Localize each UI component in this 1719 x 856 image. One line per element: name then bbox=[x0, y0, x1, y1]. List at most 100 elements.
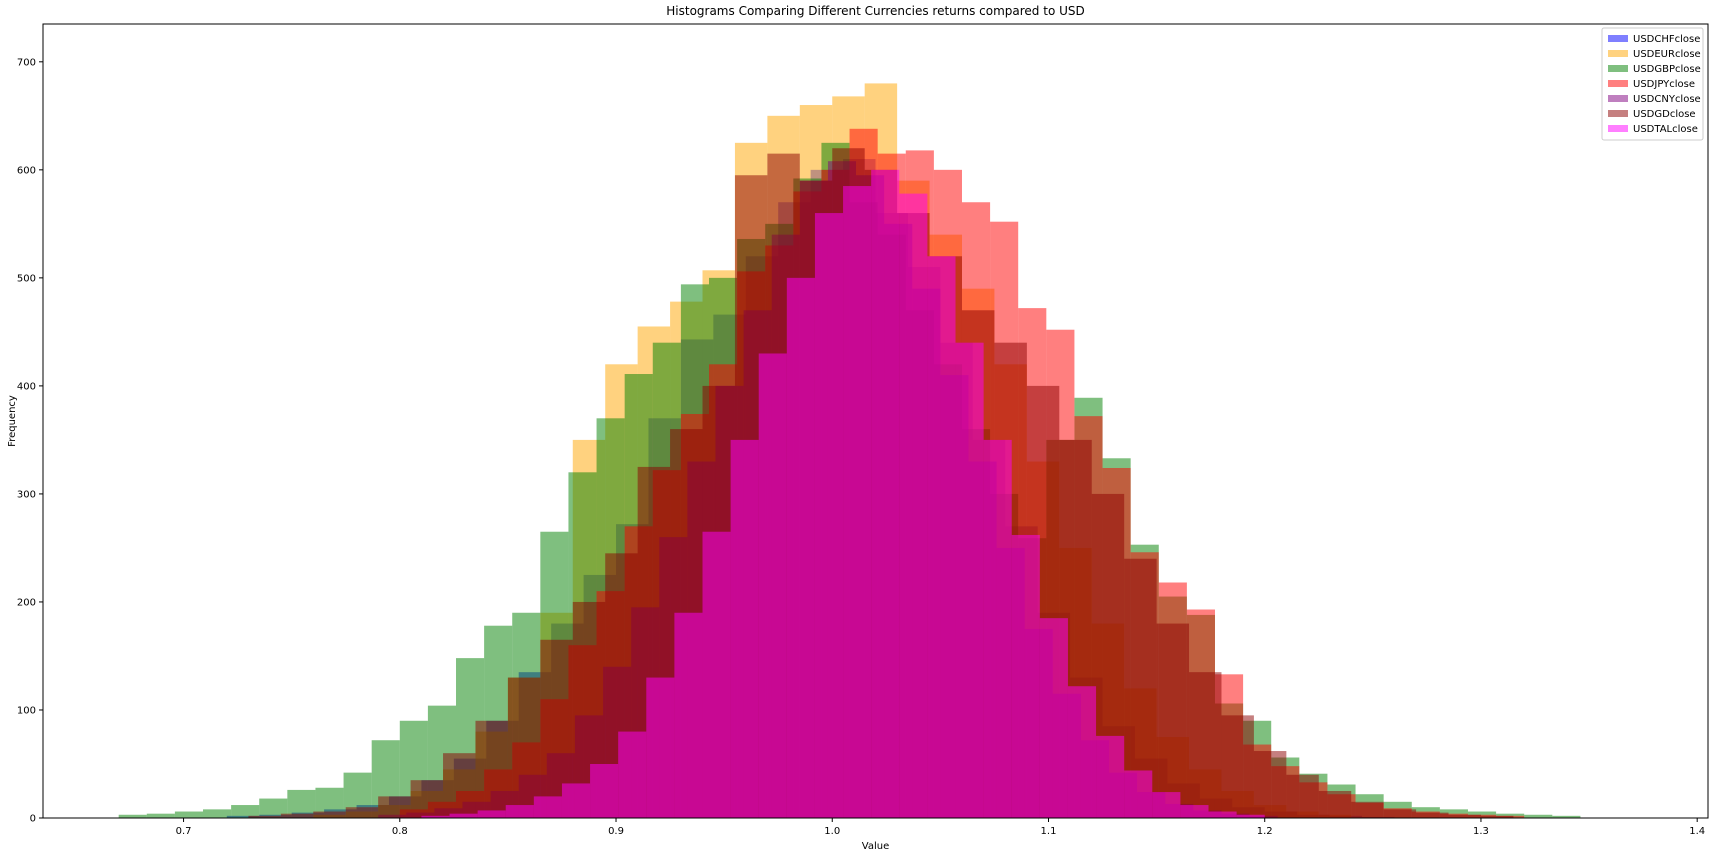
histogram-bar bbox=[1552, 815, 1581, 818]
histogram-bar bbox=[786, 277, 815, 818]
histogram-bar bbox=[561, 783, 591, 818]
histogram-bar bbox=[1351, 801, 1384, 818]
legend-item: USDGBPclose bbox=[1608, 64, 1701, 75]
histogram-bar bbox=[1253, 751, 1287, 818]
histogram-bar bbox=[1208, 811, 1237, 818]
histogram-bar bbox=[443, 753, 476, 818]
histogram-bar bbox=[280, 813, 314, 818]
histogram-bar bbox=[1096, 735, 1125, 818]
x-tick-label: 1.4 bbox=[1689, 826, 1705, 837]
legend-item: USDCNYclose bbox=[1608, 94, 1701, 105]
bars-layer bbox=[118, 83, 1581, 819]
histogram-bar bbox=[1416, 812, 1449, 818]
y-axis-ticks: 0 100 200 300 400 500 600 700 bbox=[17, 57, 43, 825]
histogram-bar bbox=[1124, 770, 1153, 818]
legend: USDCHFclose USDEURclose USDGBPclose USDJPYc… bbox=[1601, 27, 1704, 141]
legend-label: USDCNYclose bbox=[1633, 94, 1701, 105]
histogram-bar bbox=[507, 677, 541, 818]
histogram-bar bbox=[345, 807, 379, 818]
legend-swatch bbox=[1608, 110, 1628, 117]
histogram-bar bbox=[378, 796, 411, 818]
axes-layer bbox=[42, 23, 1709, 819]
histogram-bar bbox=[1383, 809, 1417, 818]
y-tick-label: 100 bbox=[17, 705, 36, 716]
histogram-bar bbox=[231, 805, 260, 818]
legend-label: USDGBPclose bbox=[1633, 64, 1701, 75]
histogram-bar bbox=[1189, 672, 1222, 818]
legend-swatch bbox=[1608, 125, 1628, 132]
x-tick-label: 0.8 bbox=[392, 826, 408, 837]
y-tick-label: 600 bbox=[17, 165, 36, 176]
y-tick-label: 400 bbox=[17, 381, 36, 392]
x-tick-label: 0.7 bbox=[176, 826, 192, 837]
legend-label: USDCHFclose bbox=[1633, 34, 1700, 45]
plot-frame bbox=[42, 23, 1709, 819]
histogram-bar bbox=[843, 186, 872, 819]
histogram-bar bbox=[505, 805, 534, 818]
chart-title: Histograms Comparing Different Currencie… bbox=[666, 4, 1085, 18]
y-tick-label: 300 bbox=[17, 489, 36, 500]
histogram-bar bbox=[533, 796, 562, 818]
histogram-bar bbox=[955, 342, 984, 818]
histogram-bar bbox=[1221, 715, 1254, 818]
legend-item: USDGDclose bbox=[1608, 109, 1696, 120]
legend-label: USDTALclose bbox=[1633, 124, 1698, 135]
histogram-bar bbox=[477, 810, 506, 818]
histogram-bar bbox=[983, 439, 1012, 818]
legend-swatch bbox=[1608, 65, 1628, 72]
legend-swatch bbox=[1608, 50, 1628, 57]
histogram-bar bbox=[1448, 814, 1481, 818]
histogram-bar bbox=[674, 612, 703, 818]
histogram-bar bbox=[287, 789, 316, 818]
histogram-bar bbox=[1496, 813, 1525, 818]
legend-item: USDCHFclose bbox=[1608, 34, 1700, 45]
histogram-bar bbox=[259, 798, 288, 818]
legend-label: USDJPYclose bbox=[1633, 79, 1695, 90]
histogram-bar bbox=[646, 677, 675, 818]
series-USDTALclose bbox=[421, 169, 1265, 819]
histogram-bar bbox=[1318, 790, 1352, 818]
histogram-bar bbox=[899, 193, 928, 819]
histogram-bar bbox=[758, 353, 787, 818]
histogram-bar bbox=[1039, 618, 1068, 818]
histogram-bar bbox=[618, 731, 647, 818]
histogram-bar bbox=[421, 815, 450, 818]
y-axis-title: Frequency bbox=[7, 395, 18, 447]
histogram-bar bbox=[174, 811, 204, 818]
histogram-bar bbox=[1236, 814, 1265, 818]
histogram-bar bbox=[1286, 774, 1319, 818]
histogram-bar bbox=[1180, 805, 1209, 818]
histogram-bar bbox=[590, 763, 619, 818]
histogram-bar bbox=[871, 169, 900, 819]
legend-item: USDTALclose bbox=[1608, 124, 1698, 135]
y-tick-label: 0 bbox=[30, 814, 36, 825]
histogram-bar bbox=[1524, 814, 1553, 818]
histogram-bar bbox=[927, 256, 956, 818]
x-tick-label: 0.9 bbox=[608, 826, 624, 837]
x-axis-ticks: 0.7 0.8 0.9 1.0 1.1 1.2 1.3 1.4 bbox=[176, 818, 1705, 837]
histogram-bar bbox=[203, 809, 232, 818]
histogram-bar bbox=[449, 813, 478, 818]
histogram-bar bbox=[118, 814, 147, 818]
legend-item: USDEURclose bbox=[1608, 49, 1701, 60]
x-axis-title: Value bbox=[862, 841, 889, 852]
histogram-bar bbox=[730, 439, 759, 818]
histogram-bar bbox=[313, 811, 346, 818]
x-tick-label: 1.2 bbox=[1257, 826, 1273, 837]
histogram-bar bbox=[702, 531, 731, 818]
histogram-bar bbox=[1156, 623, 1190, 818]
legend-swatch bbox=[1608, 95, 1628, 102]
legend-label: USDEURclose bbox=[1633, 49, 1701, 60]
legend-label: USDGDclose bbox=[1633, 109, 1696, 120]
x-tick-label: 1.3 bbox=[1473, 826, 1489, 837]
histogram-bar bbox=[410, 780, 444, 818]
y-tick-label: 200 bbox=[17, 597, 36, 608]
histogram-bar bbox=[475, 720, 508, 818]
legend-swatch bbox=[1608, 35, 1628, 42]
histogram-bar bbox=[1152, 792, 1181, 818]
legend-swatch bbox=[1608, 80, 1628, 87]
histogram-bar bbox=[1480, 815, 1514, 818]
histogram-bar bbox=[1067, 686, 1097, 818]
x-tick-label: 1.0 bbox=[824, 826, 840, 837]
